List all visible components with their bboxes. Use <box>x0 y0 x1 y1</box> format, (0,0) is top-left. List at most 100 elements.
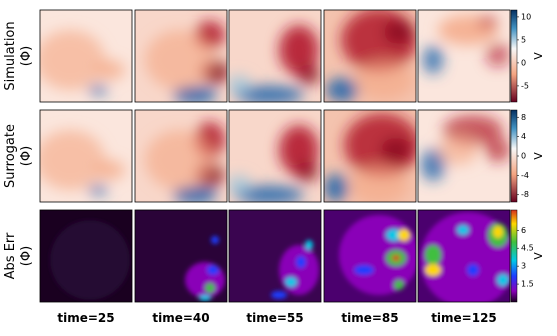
heatmap-field <box>229 125 319 202</box>
heatmap-blob <box>478 16 498 28</box>
heatmap-blob <box>40 130 105 190</box>
heatmap-panel <box>418 210 510 302</box>
panel-frame <box>134 109 228 203</box>
heatmap-blob <box>95 160 125 180</box>
colorbar-tick-label: 8 <box>521 113 526 122</box>
column-label: time=55 <box>246 311 303 325</box>
heatmap-blob <box>354 265 374 275</box>
heatmap-field <box>40 130 125 195</box>
heatmap-blob <box>425 264 441 276</box>
heatmap-panel <box>135 210 227 302</box>
row-sublabel: (Φ) <box>19 246 34 266</box>
heatmap-field <box>271 240 319 299</box>
heatmap-blob <box>305 240 313 250</box>
heatmap-blob <box>285 277 297 287</box>
colorbar <box>510 109 518 203</box>
heatmap-field <box>40 30 125 95</box>
panel-frame <box>228 9 322 103</box>
heatmap-field <box>420 212 510 302</box>
column-label: time=125 <box>431 311 497 325</box>
heatmap-blob <box>234 86 304 102</box>
panel-frame <box>134 209 228 303</box>
column-label: time=40 <box>152 311 209 325</box>
heatmap-blob <box>40 30 105 90</box>
heatmap-blob <box>438 135 478 165</box>
panel-frame <box>323 209 417 303</box>
row-label: Simulation <box>3 21 18 90</box>
heatmap-field <box>145 122 225 202</box>
row-label: Abs Err <box>3 232 18 279</box>
heatmap-field <box>229 25 321 102</box>
panel-frame <box>228 209 322 303</box>
heatmap-blob <box>386 229 402 241</box>
heatmap-panel <box>324 110 416 202</box>
heatmap-blob <box>423 46 443 74</box>
panel-frame <box>39 209 133 303</box>
colorbar-label: V <box>532 252 545 260</box>
heatmap-blob <box>279 25 319 75</box>
heatmap-blob <box>394 280 404 290</box>
heatmap-blob <box>354 60 414 100</box>
colorbar-tick-label: 0 <box>521 152 526 161</box>
heatmap-blob <box>467 264 479 276</box>
heatmap-blob <box>199 295 211 301</box>
heatmap-panel <box>40 110 132 202</box>
heatmap-blob <box>50 220 130 300</box>
heatmap-blob <box>207 265 219 275</box>
panel-frame <box>417 109 511 203</box>
heatmap-panel <box>418 110 510 202</box>
heatmap-blob <box>173 187 217 202</box>
heatmap-field <box>324 113 416 202</box>
row-sublabel: (Φ) <box>19 46 34 66</box>
heatmap-blob <box>324 174 348 202</box>
heatmap-panel <box>324 10 416 102</box>
colorbar-label: V <box>532 152 545 160</box>
heatmap-blob <box>229 175 251 195</box>
colorbar-tick-label: -4 <box>521 171 529 180</box>
colorbar <box>510 9 518 103</box>
heatmap-blob <box>234 186 304 202</box>
colorbar-tick-label: 0 <box>521 58 526 67</box>
heatmap-panel <box>229 110 321 202</box>
colorbar-tick-label: 1.5 <box>521 280 534 289</box>
heatmap-blob <box>145 30 215 90</box>
panel-frame <box>417 209 511 303</box>
heatmap-blob <box>493 226 503 238</box>
heatmap-blob <box>339 215 416 295</box>
heatmap-blob <box>145 130 215 190</box>
heatmap-blob <box>229 75 251 95</box>
panel-frame <box>228 109 322 203</box>
heatmap-blob <box>421 149 445 181</box>
row-sublabel: (Φ) <box>19 146 34 166</box>
heatmap-blob <box>497 274 509 286</box>
heatmap-panel <box>229 10 321 102</box>
panel-frame <box>39 9 133 103</box>
heatmap-blob <box>271 291 287 299</box>
heatmap-blob <box>392 255 400 261</box>
panel-frame <box>417 9 511 103</box>
colorbar-tick-label: 4.5 <box>521 244 534 253</box>
heatmap-panel <box>135 10 227 102</box>
heatmap-blob <box>398 229 410 241</box>
heatmap-blob <box>326 78 358 102</box>
row-label: Surrogate <box>3 124 18 188</box>
colorbar <box>510 209 518 303</box>
colorbar-tick-label: 3 <box>521 262 526 271</box>
colorbar-tick-label: 4 <box>521 132 526 141</box>
heatmap-blob <box>279 245 319 295</box>
colorbar-tick-label: 10 <box>521 12 531 21</box>
column-label: time=25 <box>57 311 114 325</box>
heatmap-blob <box>88 185 108 195</box>
panel-frame <box>39 109 133 203</box>
heatmap-blob <box>297 65 321 85</box>
panel-frame <box>134 9 228 103</box>
heatmap-blob <box>381 138 411 162</box>
heatmap-blob <box>457 225 469 235</box>
heatmap-panel <box>229 210 321 302</box>
heatmap-panel <box>135 110 227 202</box>
heatmap-field <box>50 220 130 300</box>
heatmap-panel <box>40 10 132 102</box>
heatmap-panel <box>40 210 132 302</box>
heatmap-field <box>145 21 227 102</box>
